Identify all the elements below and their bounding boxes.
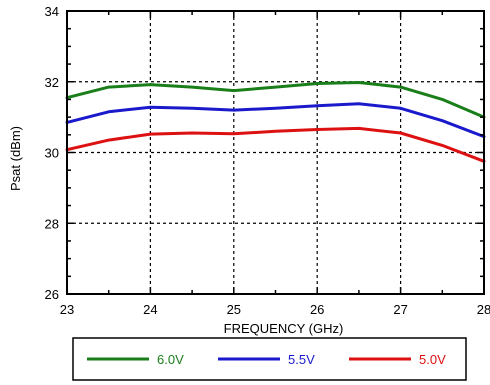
y-axis-tick-labels: 26 28 30 32 34 xyxy=(45,4,59,302)
y-tick-label: 30 xyxy=(45,146,59,161)
x-tick-label: 24 xyxy=(143,302,157,317)
legend: 6.0V 5.5V 5.0V xyxy=(87,352,446,367)
series-line-0 xyxy=(65,81,486,119)
x-axis-title: FREQUENCY (GHz) xyxy=(224,321,344,336)
y-tick-label: 32 xyxy=(45,75,59,90)
y-tick-label: 34 xyxy=(45,4,59,19)
x-tick-label: 26 xyxy=(310,302,324,317)
y-tick-label: 28 xyxy=(45,216,59,231)
grid-lines xyxy=(67,11,484,294)
x-tick-label: 28 xyxy=(477,302,490,317)
legend-label-0: 6.0V xyxy=(157,352,184,367)
x-axis-tick-labels: 23 24 25 26 27 28 xyxy=(60,302,490,317)
tick-marks xyxy=(66,10,485,295)
y-tick-label: 26 xyxy=(45,287,59,302)
series-lines xyxy=(65,81,486,163)
x-tick-label: 27 xyxy=(393,302,407,317)
x-tick-label: 23 xyxy=(60,302,74,317)
x-tick-label: 25 xyxy=(227,302,241,317)
series-line-2 xyxy=(65,126,486,163)
legend-label-2: 5.0V xyxy=(419,352,446,367)
series-line-1 xyxy=(65,102,486,139)
y-axis-title: Psat (dBm) xyxy=(8,126,23,191)
legend-label-1: 5.5V xyxy=(288,352,315,367)
